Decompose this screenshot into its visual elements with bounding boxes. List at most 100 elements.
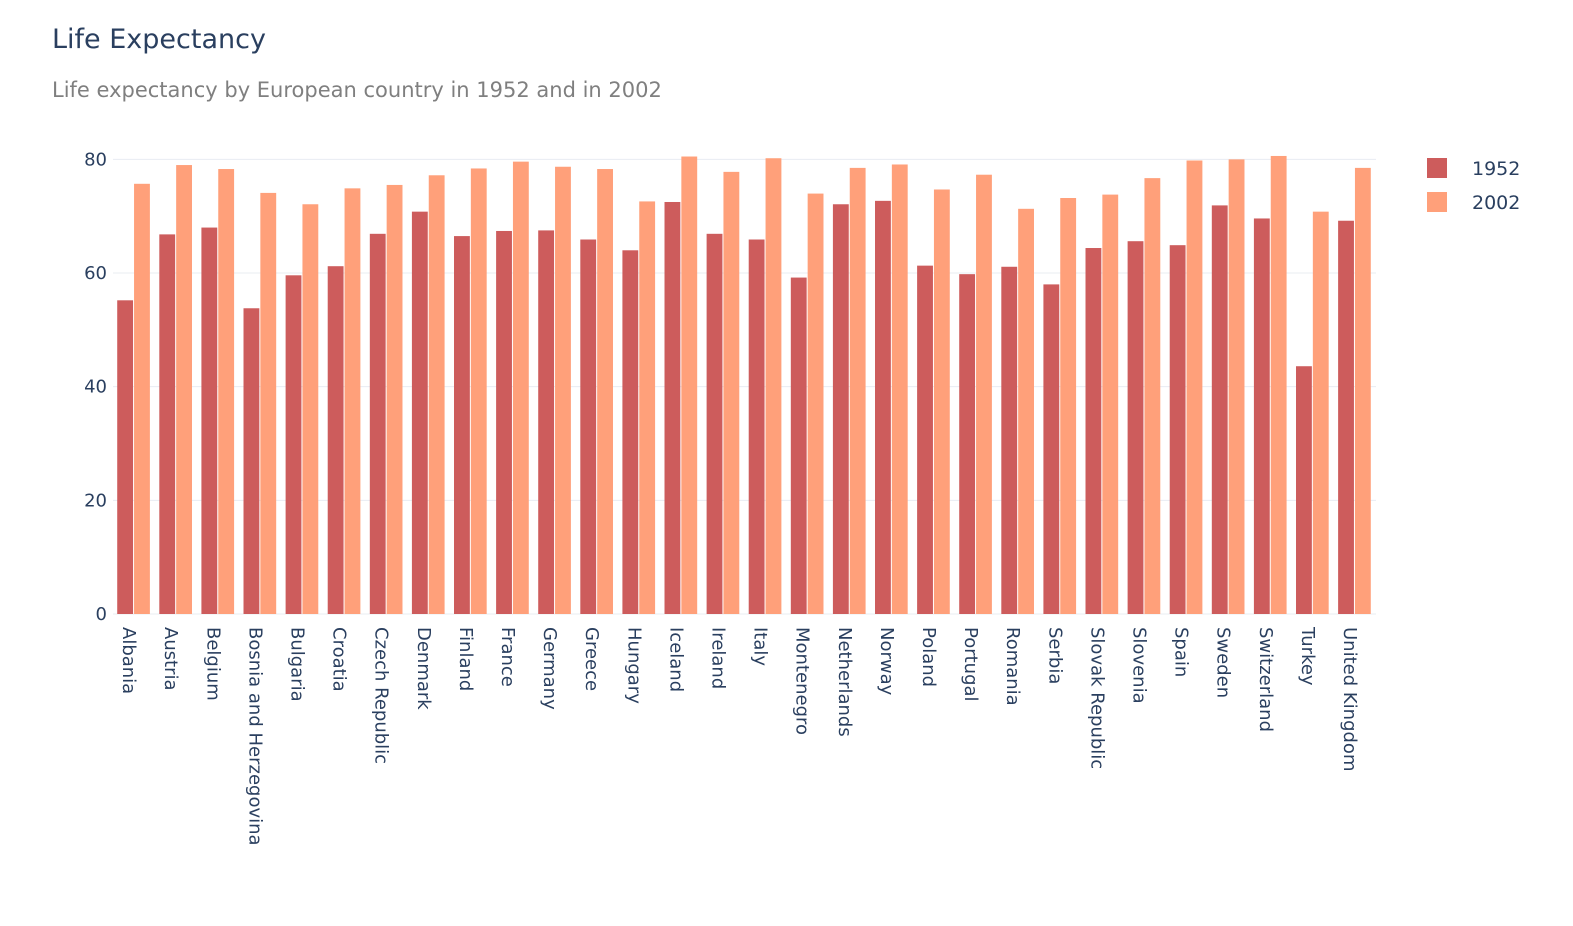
bar-2002-czech-republic[interactable]: [386, 184, 403, 614]
x-tick-label: Spain: [1171, 627, 1192, 677]
x-tick-label: Italy: [750, 627, 771, 666]
bar-1952-iceland[interactable]: [664, 201, 681, 615]
bar-2002-serbia[interactable]: [1060, 198, 1077, 614]
bar-1952-germany[interactable]: [538, 230, 555, 614]
x-tick-label: Switzerland: [1255, 627, 1276, 732]
x-tick-label: United Kingdom: [1339, 627, 1360, 771]
bar-2002-albania[interactable]: [134, 183, 150, 615]
y-tick-label: 40: [84, 377, 107, 398]
legend-swatch-1952[interactable]: [1427, 158, 1447, 178]
bar-2002-ireland[interactable]: [723, 171, 740, 614]
x-tick-label: Hungary: [623, 627, 644, 704]
bar-2002-spain[interactable]: [1186, 160, 1203, 615]
x-tick-label: Bulgaria: [286, 627, 307, 702]
bar-1952-czech-republic[interactable]: [369, 233, 386, 614]
bar-2002-iceland[interactable]: [681, 156, 698, 614]
bar-1952-finland[interactable]: [454, 236, 470, 614]
x-tick-label: Slovak Republic: [1086, 627, 1107, 769]
bar-1952-turkey[interactable]: [1296, 366, 1312, 614]
bar-2002-belgium[interactable]: [218, 169, 235, 614]
y-tick-label: 60: [84, 263, 107, 284]
bar-2002-sweden[interactable]: [1228, 159, 1245, 614]
x-tick-label: Serbia: [1044, 627, 1065, 684]
bar-2002-austria[interactable]: [176, 165, 192, 615]
x-tick-label: Romania: [1002, 627, 1023, 706]
y-axis: 0 20 40 60 80: [84, 149, 107, 625]
bar-2002-bulgaria[interactable]: [302, 204, 319, 614]
x-tick-label: Finland: [455, 627, 476, 691]
bar-2002-finland[interactable]: [470, 168, 487, 614]
bar-2002-norway[interactable]: [891, 164, 908, 615]
x-tick-label: Slovenia: [1128, 627, 1149, 704]
x-tick-label: Portugal: [960, 627, 981, 702]
y-tick-label: 80: [84, 149, 107, 170]
bar-2002-turkey[interactable]: [1312, 211, 1329, 614]
x-tick-label: Austria: [160, 627, 181, 691]
x-tick-label: Bosnia and Herzegovina: [244, 627, 265, 846]
legend-label-1952[interactable]: 1952: [1472, 158, 1520, 180]
x-tick-label: Netherlands: [834, 627, 855, 737]
x-tick-label: Ireland: [707, 627, 728, 689]
bar-2002-greece[interactable]: [597, 169, 613, 614]
bar-1952-serbia[interactable]: [1043, 284, 1060, 614]
bar-1952-sweden[interactable]: [1211, 205, 1228, 614]
bar-1952-bulgaria[interactable]: [285, 275, 302, 614]
bar-2002-italy[interactable]: [765, 158, 782, 615]
chart-title: Life Expectancy: [52, 24, 266, 55]
x-tick-label: Sweden: [1213, 627, 1234, 698]
x-tick-label: Iceland: [665, 627, 686, 692]
bar-1952-france[interactable]: [496, 230, 512, 614]
bar-2002-germany[interactable]: [555, 166, 571, 614]
bar-1952-italy[interactable]: [748, 239, 765, 615]
y-tick-label: 20: [84, 490, 107, 511]
bar-1952-denmark[interactable]: [411, 211, 428, 614]
bar-1952-switzerland[interactable]: [1253, 218, 1270, 614]
bar-2002-poland[interactable]: [933, 189, 950, 615]
bar-1952-united-kingdom[interactable]: [1338, 220, 1354, 615]
bar-2002-montenegro[interactable]: [807, 193, 824, 614]
bar-1952-netherlands[interactable]: [832, 204, 849, 614]
bar-2002-portugal[interactable]: [976, 174, 992, 614]
bar-1952-albania[interactable]: [117, 300, 134, 614]
bar-1952-austria[interactable]: [159, 234, 176, 614]
bar-1952-spain[interactable]: [1169, 245, 1186, 614]
bar-1952-slovenia[interactable]: [1127, 241, 1144, 614]
chart-subtitle: Life expectancy by European country in 1…: [52, 78, 662, 102]
bar-2002-romania[interactable]: [1018, 208, 1034, 614]
gridlines: [113, 158, 1376, 615]
legend-label-2002[interactable]: 2002: [1472, 192, 1520, 214]
x-tick-label: France: [497, 627, 518, 687]
x-tick-label: Belgium: [202, 627, 223, 701]
bar-1952-slovak-republic[interactable]: [1085, 248, 1102, 614]
legend-swatch-2002[interactable]: [1427, 192, 1447, 212]
bar-1952-bosnia-and-herzegovina[interactable]: [243, 308, 260, 614]
bar-1952-poland[interactable]: [917, 265, 933, 614]
bar-1952-ireland[interactable]: [706, 233, 723, 614]
x-tick-label: Germany: [539, 627, 560, 710]
bar-2002-croatia[interactable]: [344, 188, 361, 614]
bar-1952-norway[interactable]: [875, 200, 891, 614]
x-tick-label: Czech Republic: [371, 627, 392, 764]
legend[interactable]: 1952 2002: [1427, 158, 1520, 214]
bar-2002-switzerland[interactable]: [1270, 155, 1287, 614]
bar-1952-romania[interactable]: [1001, 266, 1018, 614]
x-tick-label: Albania: [118, 627, 139, 694]
bar-2002-slovak-republic[interactable]: [1102, 194, 1119, 614]
x-tick-label: Turkey: [1297, 626, 1318, 686]
bar-1952-hungary[interactable]: [622, 250, 639, 615]
bar-2002-netherlands[interactable]: [849, 167, 866, 614]
bar-2002-bosnia-and-herzegovina[interactable]: [260, 192, 277, 614]
bar-1952-montenegro[interactable]: [790, 277, 807, 614]
bar-2002-united-kingdom[interactable]: [1354, 167, 1371, 614]
bar-1952-greece[interactable]: [580, 239, 597, 615]
bar-1952-portugal[interactable]: [959, 274, 976, 614]
bar-2002-slovenia[interactable]: [1144, 178, 1161, 614]
x-tick-label: Norway: [876, 627, 897, 696]
bar-2002-denmark[interactable]: [428, 175, 445, 614]
bar-2002-france[interactable]: [512, 161, 529, 614]
bar-1952-belgium[interactable]: [201, 227, 218, 614]
x-tick-label: Croatia: [329, 627, 350, 692]
bar-2002-hungary[interactable]: [639, 201, 656, 615]
bar-1952-croatia[interactable]: [327, 266, 344, 614]
